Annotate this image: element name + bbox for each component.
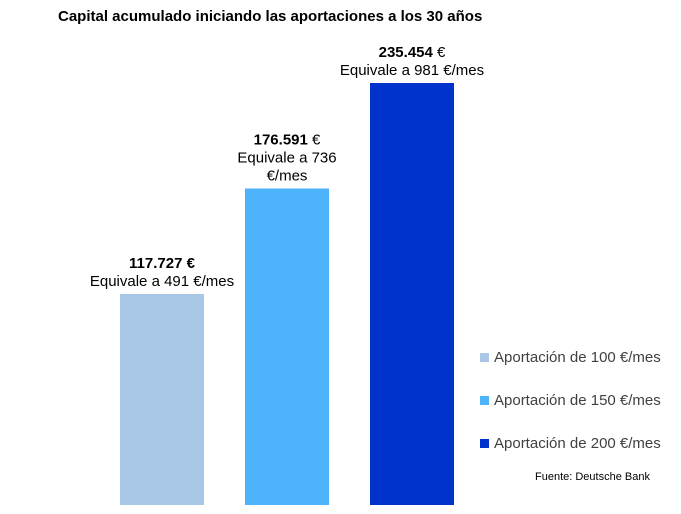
legend-swatch-100 [480, 352, 489, 362]
bar-value-number-3: 235.454 [379, 44, 434, 61]
bar-2 [245, 188, 329, 506]
bar-value-label-3: 235.454 € [379, 44, 446, 61]
legend-item-150: Aportación de 150 €/mes [480, 389, 661, 411]
bar-value-unit-3: € [433, 44, 446, 61]
bar-sublabel-2-2: €/mes [267, 167, 308, 184]
bar-1 [120, 294, 204, 505]
legend-item-200: Aportación de 200 €/mes [480, 432, 661, 454]
bar-value-number-1: 117.727 [129, 255, 182, 272]
bar-sublabel-1-1: Equivale a 491 €/mes [90, 273, 234, 290]
legend-swatch-150 [480, 395, 489, 405]
source-note: Fuente: Deutsche Bank [535, 471, 650, 483]
bar-value-label-1: 117.727 € [129, 255, 196, 272]
bar-value-unit-2: € [308, 131, 321, 148]
bar-3 [370, 83, 454, 505]
legend-label-100: Aportación de 100 €/mes [494, 348, 661, 366]
bar-sublabel-3-1: Equivale a 981 €/mes [340, 62, 484, 79]
bar-sublabel-2-1: Equivale a 736 [237, 149, 336, 166]
legend-swatch-200 [480, 438, 489, 448]
bar-value-number-2: 176.591 [254, 131, 308, 148]
legend-label-200: Aportación de 200 €/mes [494, 434, 661, 452]
legend-item-100: Aportación de 100 €/mes [480, 346, 661, 368]
chart-legend: Aportación de 100 €/mes Aportación de 15… [480, 346, 661, 475]
legend-label-150: Aportación de 150 €/mes [494, 391, 661, 409]
bar-value-unit-1: € [182, 255, 195, 272]
chart-title: Capital acumulado iniciando las aportaci… [58, 8, 483, 25]
bar-value-label-2: 176.591 € [254, 131, 321, 148]
